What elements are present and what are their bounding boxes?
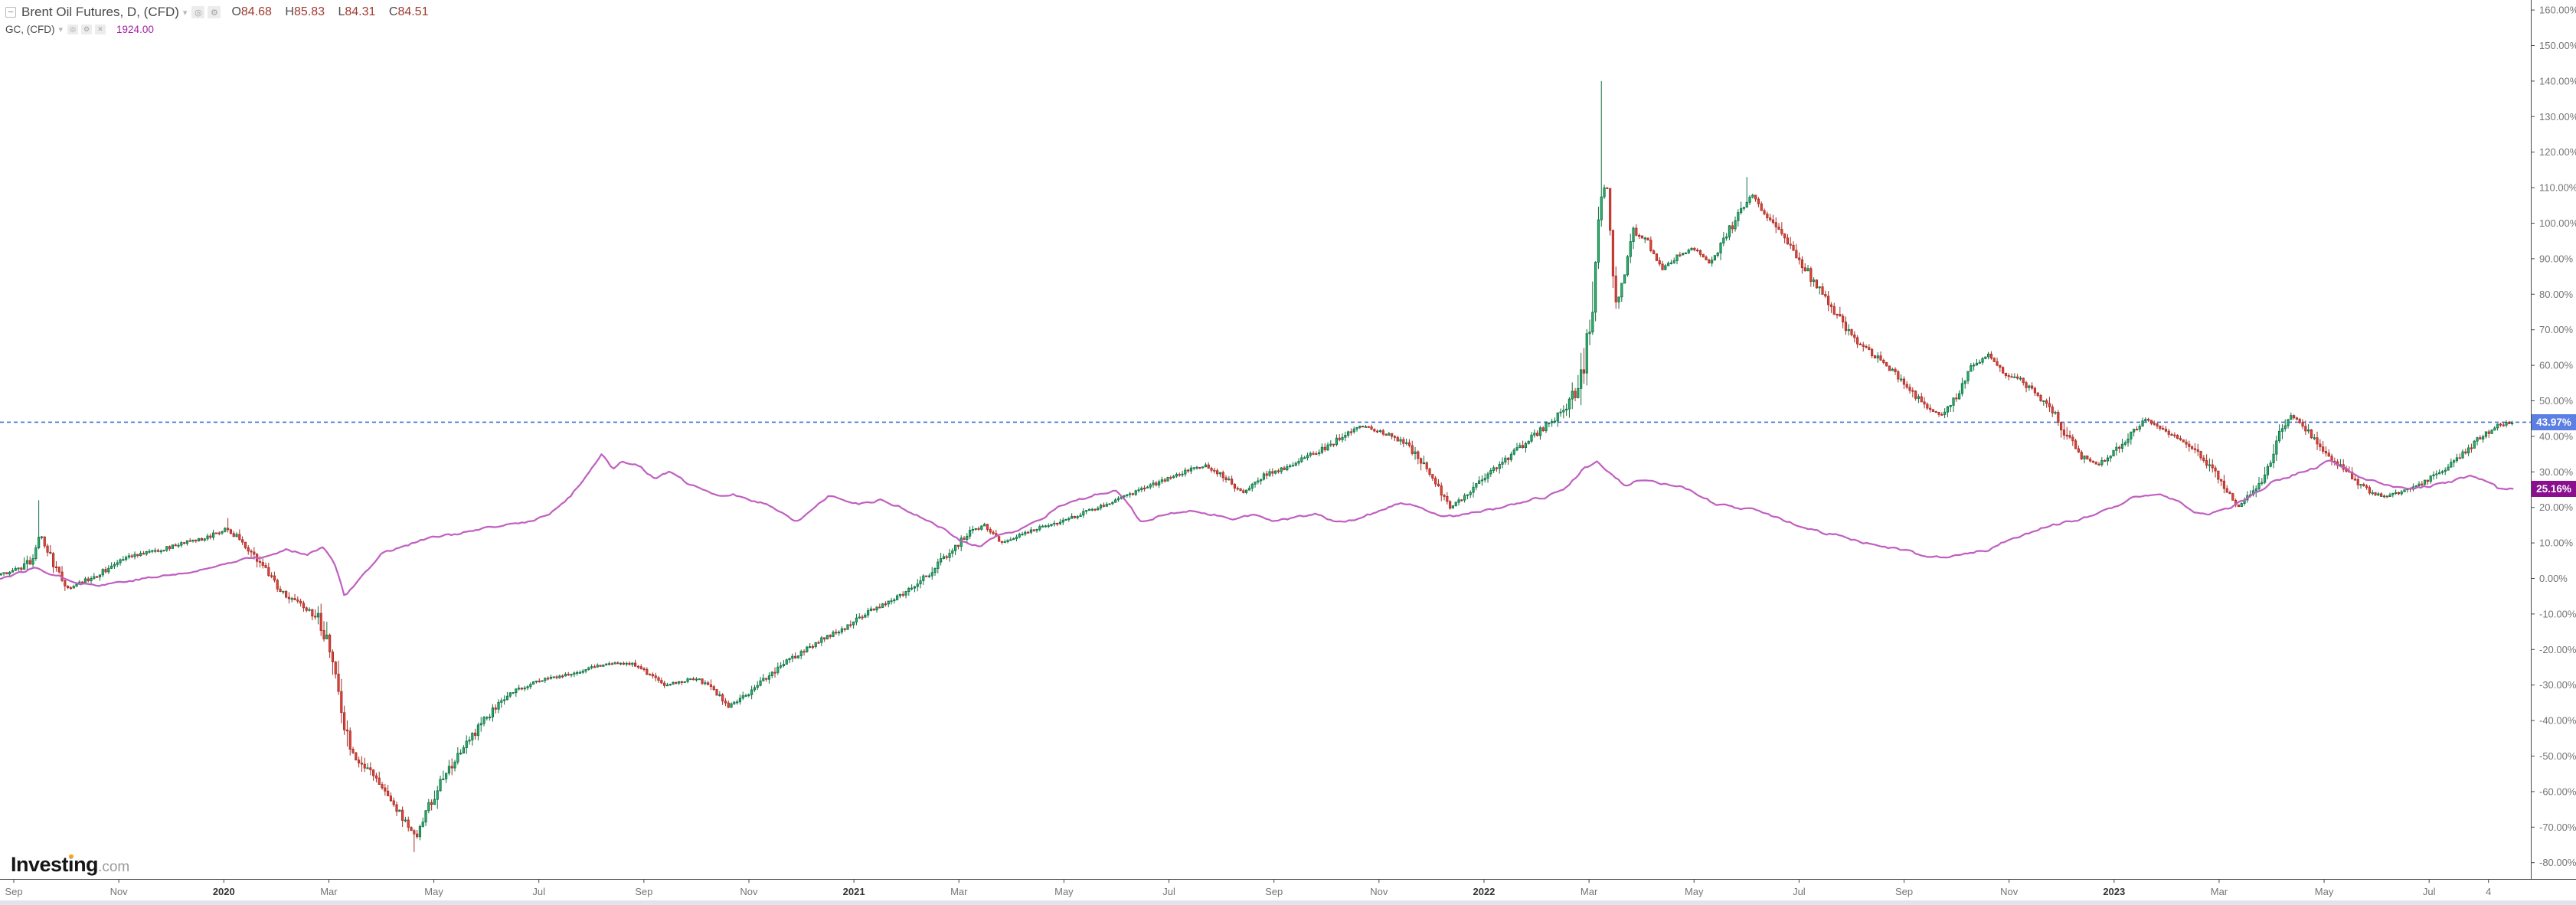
svg-text:90.00%: 90.00%	[2539, 253, 2574, 264]
svg-text:Jul: Jul	[2423, 886, 2436, 897]
svg-text:Jul: Jul	[1162, 886, 1175, 897]
svg-text:2022: 2022	[1473, 886, 1495, 897]
svg-text:Jul: Jul	[532, 886, 545, 897]
svg-text:70.00%: 70.00%	[2539, 324, 2574, 335]
gold-price-badge: 25.16%	[2532, 481, 2576, 498]
compare-symbol-title[interactable]: GC, (CFD)	[5, 23, 55, 35]
svg-text:-70.00%: -70.00%	[2539, 822, 2576, 833]
svg-text:May: May	[1054, 886, 1074, 897]
symbol-title[interactable]: Brent Oil Futures, D, (CFD)	[21, 5, 179, 19]
symbol-legend: − Brent Oil Futures, D, (CFD) ▾ ◎ ⚙ O84.…	[5, 4, 438, 36]
svg-text:130.00%: 130.00%	[2539, 111, 2576, 123]
svg-text:Jul: Jul	[1793, 886, 1806, 897]
svg-text:160.00%: 160.00%	[2539, 5, 2576, 16]
svg-text:Nov: Nov	[2000, 886, 2019, 897]
chevron-down-icon[interactable]: ▾	[58, 25, 64, 34]
legend-collapse-icon[interactable]: −	[5, 7, 16, 18]
svg-text:150.00%: 150.00%	[2539, 40, 2576, 51]
svg-text:120.00%: 120.00%	[2539, 146, 2576, 158]
svg-text:Mar: Mar	[950, 886, 968, 897]
svg-text:2020: 2020	[213, 886, 235, 897]
main-symbol-row: − Brent Oil Futures, D, (CFD) ▾ ◎ ⚙ O84.…	[5, 4, 438, 21]
brent-price-badge: 43.97%	[2532, 413, 2576, 430]
chevron-down-icon[interactable]: ▾	[182, 8, 188, 18]
visibility-icon[interactable]: ◎	[67, 24, 79, 34]
svg-text:Nov: Nov	[740, 886, 758, 897]
svg-text:Sep: Sep	[635, 886, 652, 897]
svg-text:-50.00%: -50.00%	[2539, 750, 2576, 762]
svg-text:20.00%: 20.00%	[2539, 502, 2574, 513]
svg-text:60.00%: 60.00%	[2539, 360, 2574, 371]
svg-text:40.00%: 40.00%	[2539, 430, 2574, 442]
visibility-icon[interactable]: ◎	[191, 6, 205, 18]
bottom-strip	[0, 900, 2576, 905]
svg-text:80.00%: 80.00%	[2539, 289, 2574, 300]
gear-icon[interactable]: ⚙	[208, 6, 221, 18]
svg-text:Nov: Nov	[110, 886, 129, 897]
svg-text:Mar: Mar	[2211, 886, 2228, 897]
svg-text:-30.00%: -30.00%	[2539, 679, 2576, 691]
svg-text:30.00%: 30.00%	[2539, 466, 2574, 478]
svg-text:50.00%: 50.00%	[2539, 395, 2574, 407]
candlestick-series	[0, 80, 2514, 852]
compare-symbol-row: GC, (CFD) ▾ ◎ ⚙ ✕ 1924.00	[5, 22, 438, 36]
svg-text:2023: 2023	[2103, 886, 2125, 897]
gear-icon[interactable]: ⚙	[81, 24, 93, 34]
svg-text:May: May	[424, 886, 443, 897]
svg-text:100.00%: 100.00%	[2539, 217, 2576, 229]
svg-text:0.00%: 0.00%	[2539, 573, 2568, 584]
svg-text:Sep: Sep	[1265, 886, 1283, 897]
logo-orange-dot: i	[68, 853, 74, 876]
svg-text:4: 4	[2486, 886, 2491, 897]
ohlc-values: O84.68 H85.83 L84.31 C84.51	[231, 5, 429, 18]
svg-text:2021: 2021	[843, 886, 865, 897]
time-axis[interactable]: Sep Nov 2020 Mar May Jul Sep Nov 2021 Mar May Jul Se…	[5, 879, 2491, 897]
svg-text:10.00%: 10.00%	[2539, 537, 2574, 549]
svg-text:-10.00%: -10.00%	[2539, 608, 2576, 619]
svg-text:Nov: Nov	[1370, 886, 1388, 897]
svg-text:-80.00%: -80.00%	[2539, 857, 2576, 868]
svg-text:Sep: Sep	[5, 886, 22, 897]
price-axis[interactable]: 160.00% 150.00% 140.00% 130.00% 120.00% 110.0…	[2531, 5, 2576, 869]
compare-last-value: 1924.00	[116, 23, 154, 35]
svg-text:May: May	[2315, 886, 2334, 897]
close-icon[interactable]: ✕	[95, 24, 106, 34]
svg-text:May: May	[1685, 886, 1704, 897]
investing-logo[interactable]: Investing.com	[11, 853, 130, 876]
svg-text:140.00%: 140.00%	[2539, 75, 2576, 87]
svg-text:-20.00%: -20.00%	[2539, 644, 2576, 655]
svg-text:Mar: Mar	[320, 886, 338, 897]
svg-text:Mar: Mar	[1581, 886, 1598, 897]
svg-text:-40.00%: -40.00%	[2539, 715, 2576, 727]
svg-text:110.00%: 110.00%	[2539, 182, 2576, 194]
svg-text:Sep: Sep	[1895, 886, 1913, 897]
gold-line-series	[0, 453, 2514, 596]
svg-text:-60.00%: -60.00%	[2539, 786, 2576, 797]
